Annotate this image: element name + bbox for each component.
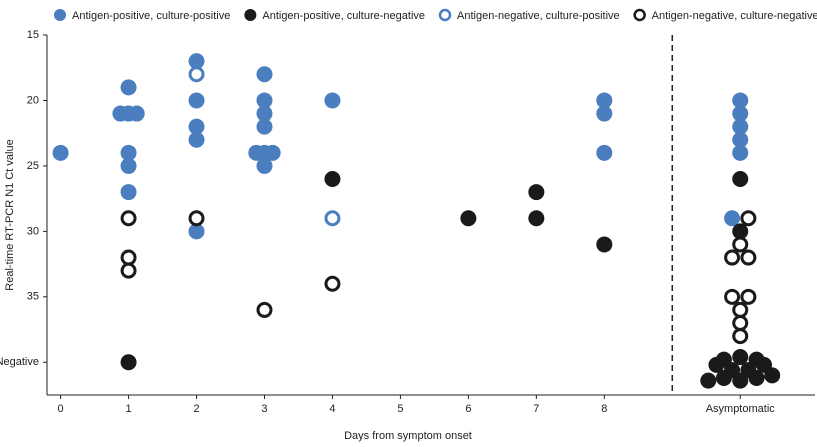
data-point [596, 144, 613, 161]
data-point [264, 144, 281, 161]
data-point [528, 210, 545, 227]
y-tick-label: 35 [27, 291, 39, 303]
data-point [324, 275, 341, 292]
series [188, 66, 341, 227]
data-point [256, 157, 273, 174]
data-point [732, 105, 749, 122]
data-point [724, 288, 741, 305]
x-tick-label: 0 [58, 403, 64, 415]
data-point [732, 171, 749, 187]
data-point [324, 210, 341, 227]
x-axis-label: Days from symptom onset [344, 430, 472, 442]
legend: Antigen-positive, culture-positive Antige… [54, 8, 817, 22]
legend-marker [244, 9, 257, 21]
y-tick-label: Negative [0, 356, 39, 368]
data-point [715, 369, 732, 386]
y-axis-label: Real-time RT-PCR N1 Ct value [4, 139, 16, 290]
legend-marker [438, 8, 452, 22]
data-point [740, 210, 757, 227]
x-tick-label: 4 [329, 403, 335, 415]
series [120, 171, 781, 389]
data-point [748, 369, 765, 386]
data-point [128, 105, 145, 122]
data-point [188, 210, 205, 227]
data-point [188, 118, 205, 135]
data-point [120, 354, 137, 371]
data-point [596, 105, 613, 122]
y-tick-label: 25 [27, 160, 39, 172]
data-point [732, 236, 749, 253]
data-point [740, 288, 757, 305]
x-tick-label: 1 [125, 403, 131, 415]
data-point [256, 66, 273, 83]
data-point [732, 223, 749, 240]
data-point [256, 105, 273, 122]
data-point [732, 301, 749, 318]
data-point [740, 249, 757, 266]
x-tick-label: 6 [465, 403, 471, 415]
data-point [732, 118, 749, 135]
x-tick-label: 2 [193, 403, 199, 415]
data-point [256, 301, 273, 318]
data-point [732, 349, 749, 366]
x-tick-label: Asymptomatic [706, 403, 776, 415]
data-point [188, 131, 205, 148]
x-tick-label: 8 [601, 403, 607, 415]
data-point [256, 118, 273, 135]
data-point [732, 372, 749, 389]
data-point [528, 184, 545, 201]
data-point [120, 79, 137, 96]
data-point [120, 210, 137, 227]
data-point [120, 157, 137, 174]
axes [46, 35, 815, 396]
x-tick-label: 3 [261, 403, 267, 415]
data-point [256, 92, 273, 109]
y-tick-label: 15 [27, 29, 39, 41]
series [120, 210, 757, 345]
data-point [52, 144, 69, 161]
data-point [732, 144, 749, 161]
legend-marker [54, 9, 66, 21]
data-point [188, 92, 205, 109]
data-point [764, 367, 781, 384]
data-point [324, 92, 341, 109]
legend-label: Antigen-positive, culture-negative [262, 10, 425, 22]
data-point [120, 262, 137, 279]
data-point [120, 249, 137, 266]
data-point [732, 315, 749, 331]
legend-label: Antigen-positive, culture-positive [72, 10, 230, 22]
data-point [732, 131, 749, 148]
data-point [700, 372, 717, 389]
data-point [120, 144, 137, 161]
series [52, 53, 749, 240]
data-point [460, 210, 477, 227]
data-point [724, 249, 741, 266]
y-tick-label: 30 [27, 225, 39, 237]
data-point [724, 210, 741, 227]
data-point [708, 356, 725, 373]
data-point [188, 53, 205, 70]
data-point [324, 171, 341, 187]
legend-marker [633, 8, 646, 22]
data-point [120, 184, 137, 201]
legend-label: Antigen-negative, culture-positive [457, 10, 620, 22]
x-tick-label: 7 [533, 403, 539, 415]
y-tick-label: 20 [27, 94, 39, 106]
data-point [596, 92, 613, 109]
x-tick-label: 5 [397, 403, 403, 415]
data-point [732, 328, 749, 345]
data-point [188, 223, 205, 240]
data-point [732, 92, 749, 109]
data-point [188, 66, 205, 83]
data-point [596, 236, 613, 253]
legend-label: Antigen-negative, culture-negative [652, 10, 817, 22]
